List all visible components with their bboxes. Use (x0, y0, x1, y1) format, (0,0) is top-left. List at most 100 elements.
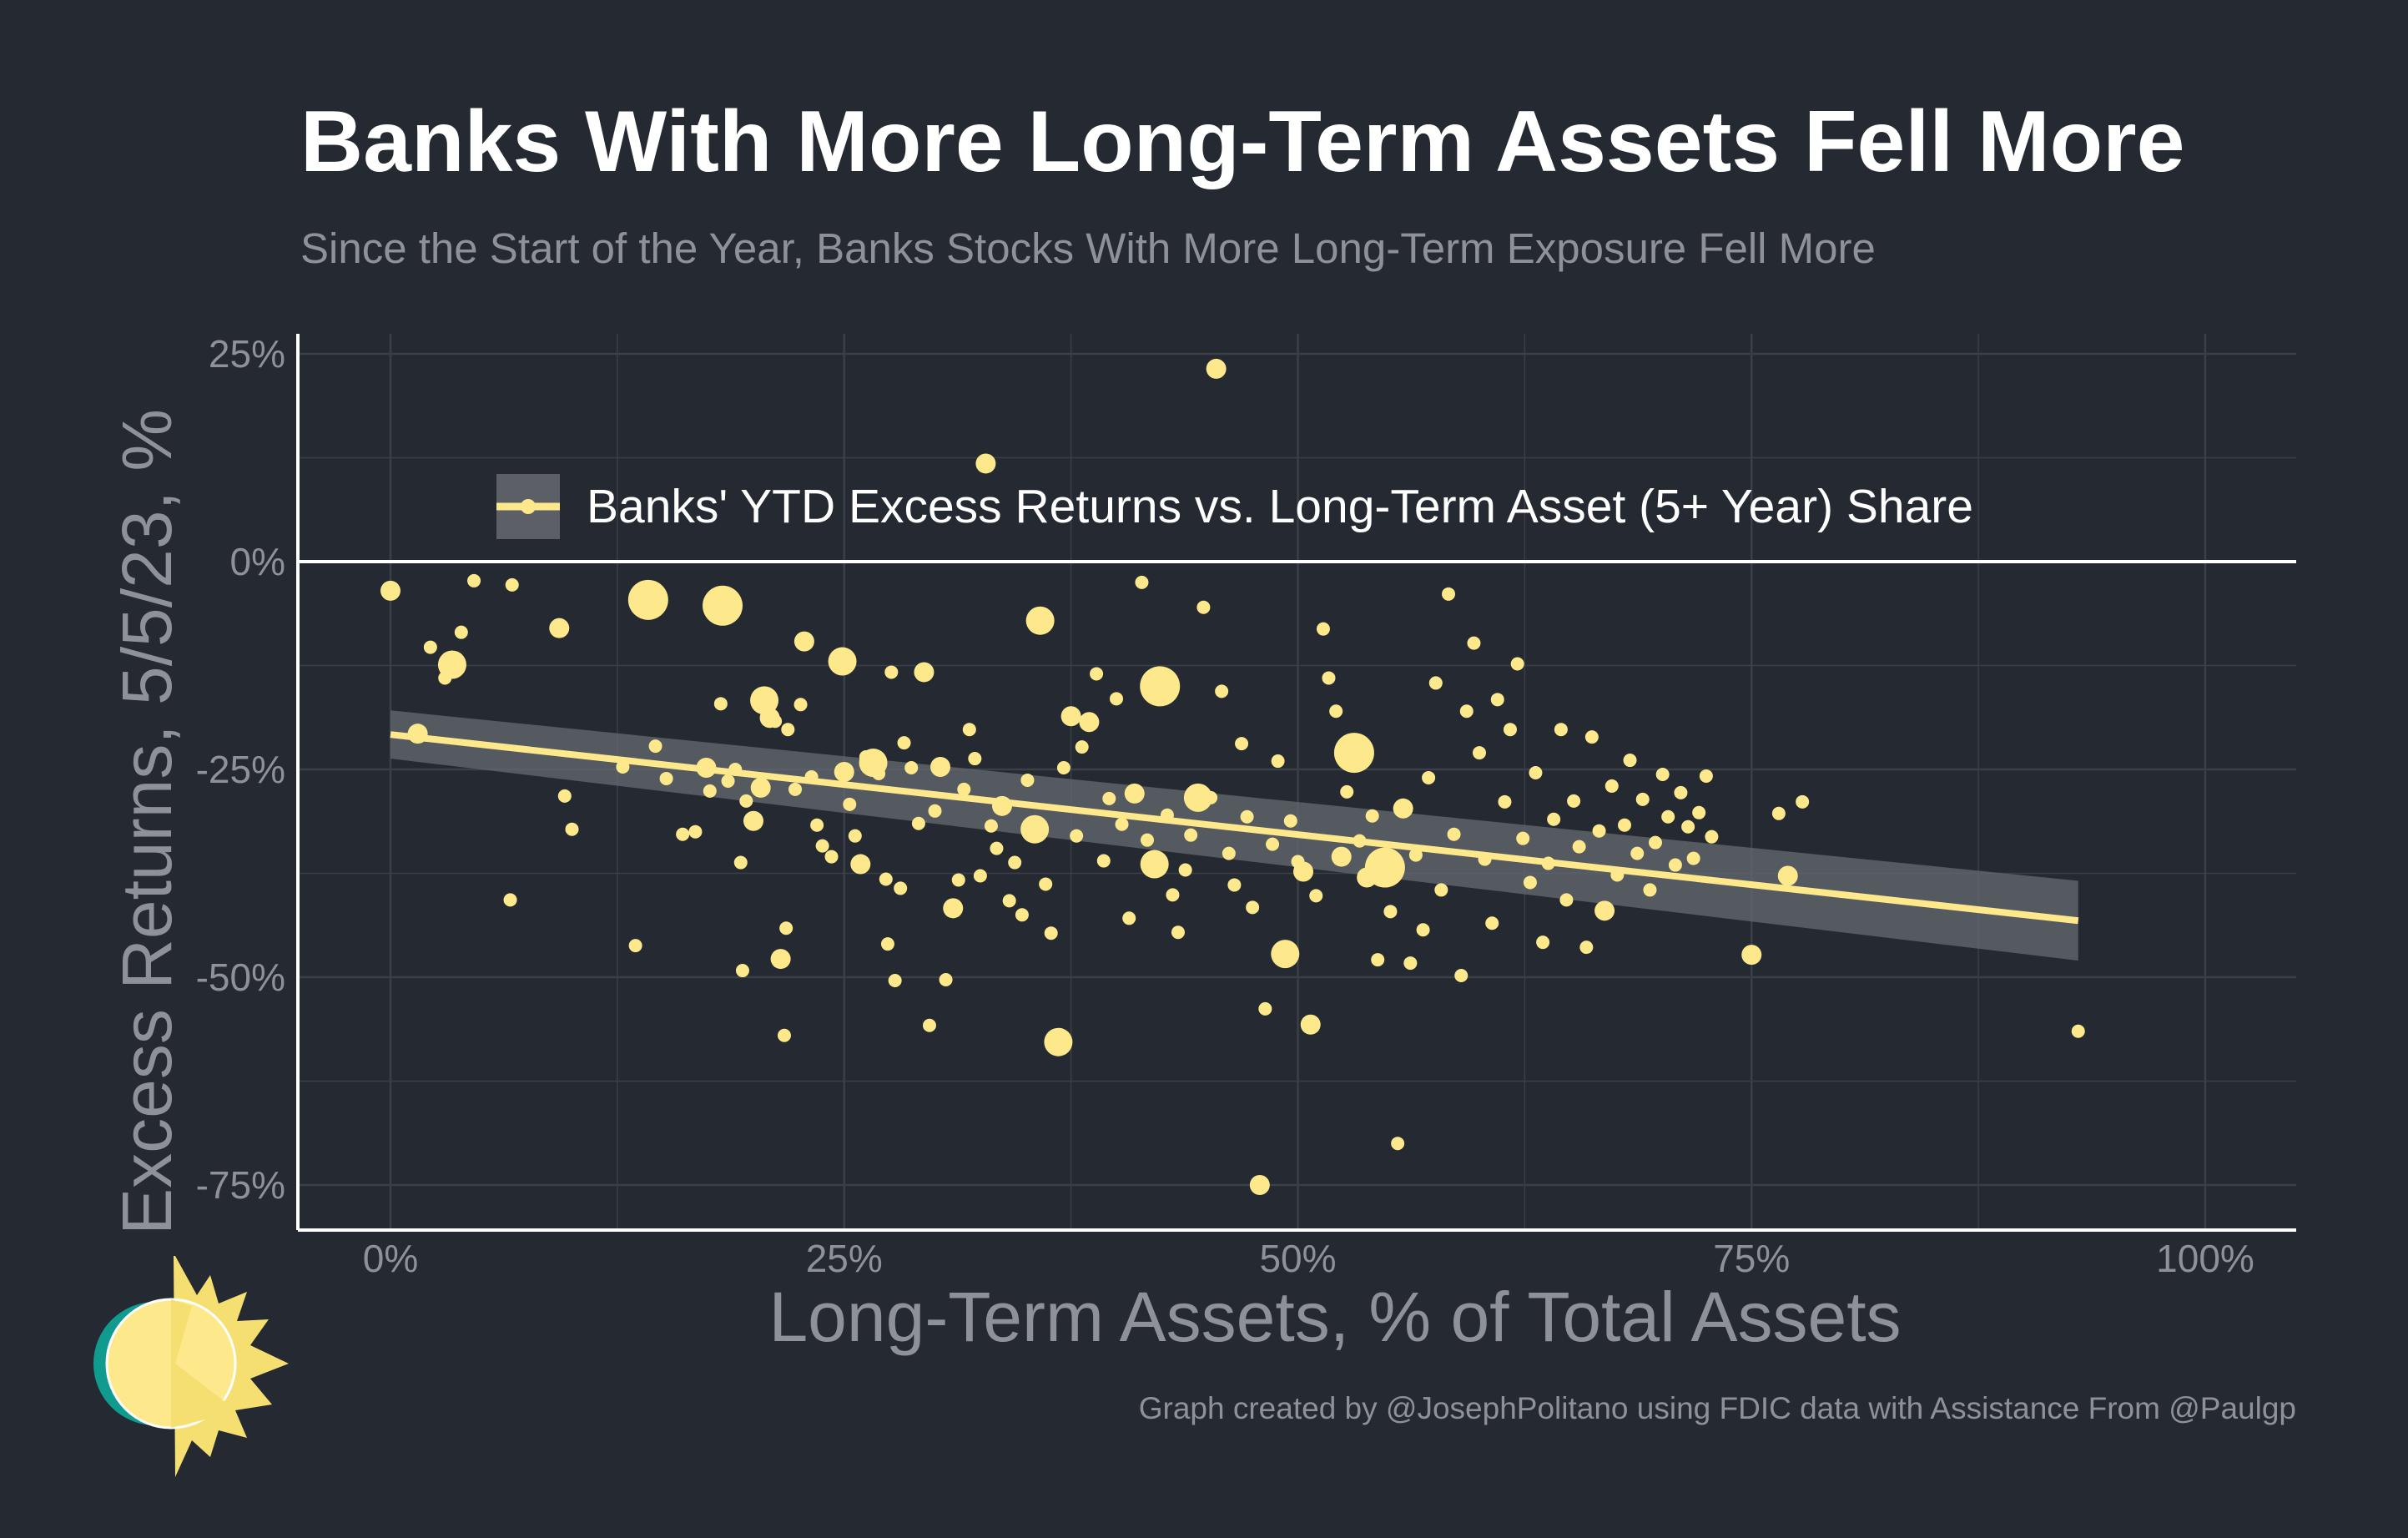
data-point (1271, 940, 1300, 969)
data-point (1300, 1014, 1321, 1035)
data-point (930, 757, 951, 778)
data-point (1567, 794, 1581, 808)
data-point (1333, 733, 1374, 774)
data-point (1674, 785, 1688, 799)
data-point (380, 580, 400, 601)
data-point (904, 761, 919, 775)
plot-area (296, 334, 2296, 1232)
data-point (1235, 737, 1249, 751)
data-point (1393, 798, 1413, 819)
data-point (549, 618, 570, 638)
data-point (676, 827, 690, 841)
x-axis-ticks: 0% 25% 50% 75% 100% (363, 1237, 2254, 1280)
data-point (688, 824, 703, 839)
data-point (888, 973, 902, 987)
data-point (1554, 723, 1568, 737)
data-point (1454, 969, 1468, 983)
data-point (721, 774, 735, 788)
data-point (648, 739, 662, 754)
data-point (1122, 911, 1136, 925)
data-point (733, 855, 748, 870)
data-point (911, 816, 925, 830)
data-point (1020, 773, 1035, 787)
data-point (914, 662, 934, 683)
data-point (843, 797, 857, 811)
data-point (1498, 794, 1512, 809)
data-point (1140, 833, 1154, 847)
data-point (1215, 684, 1229, 698)
data-point (1635, 792, 1650, 806)
data-point (1222, 846, 1236, 860)
data-point (1630, 846, 1645, 860)
data-point (1196, 600, 1211, 614)
data-point (1249, 1175, 1270, 1195)
data-point (848, 829, 862, 843)
data-point (939, 972, 953, 986)
y-tick-label: -50% (196, 956, 285, 999)
data-point (850, 854, 871, 875)
data-point (1661, 809, 1675, 824)
data-point (1020, 814, 1050, 844)
data-point (897, 736, 911, 750)
data-point (1796, 794, 1810, 809)
legend-label: Banks' YTD Excess Returns vs. Long-Term … (587, 480, 1973, 533)
data-point (1340, 784, 1354, 799)
data-point (437, 650, 466, 679)
data-point (894, 881, 908, 895)
data-point (750, 777, 771, 798)
data-point (1523, 875, 1537, 890)
data-point (779, 921, 793, 935)
data-point (1329, 704, 1343, 719)
data-point (454, 625, 468, 639)
data-point (1416, 923, 1430, 937)
data-point (1183, 783, 1212, 812)
data-point (467, 573, 481, 587)
data-point (793, 631, 814, 652)
data-point (768, 714, 783, 729)
data-point (781, 723, 795, 737)
data-point (1686, 851, 1700, 865)
data-point (1075, 740, 1089, 754)
data-point (968, 752, 982, 766)
x-tick-label: 100% (2156, 1237, 2254, 1280)
data-point (1015, 908, 1029, 922)
data-point (975, 453, 996, 474)
data-point (557, 789, 572, 803)
data-point (1547, 812, 1561, 826)
data-point (1140, 850, 1169, 879)
data-point (1536, 935, 1550, 950)
data-point (880, 937, 894, 951)
data-point (1124, 783, 1145, 804)
data-point (951, 873, 965, 887)
caption: Graph created by @JosephPolitano using F… (1139, 1391, 2296, 1425)
data-point (1204, 790, 1218, 804)
data-point (1467, 636, 1481, 650)
legend-key-point (521, 499, 536, 514)
data-point (703, 784, 717, 798)
data-point (1559, 893, 1574, 907)
data-point (1584, 730, 1599, 744)
data-point (1309, 889, 1323, 903)
y-axis-ticks: 25% 0% -25% -50% -75% (196, 332, 285, 1207)
data-point (1408, 848, 1423, 862)
data-point (1008, 855, 1022, 870)
scatter-points (380, 358, 2085, 1195)
data-point (1044, 1027, 1073, 1056)
data-point (2071, 1024, 2085, 1038)
data-point (943, 898, 964, 919)
data-point (1592, 824, 1606, 838)
trend-line (390, 731, 2079, 925)
grid-major (298, 334, 2296, 1230)
y-tick-label: 0% (230, 540, 285, 583)
data-point (1473, 746, 1486, 760)
data-point (1618, 818, 1631, 832)
data-point (1115, 817, 1129, 831)
chart-title: Banks With More Long-Term Assets Fell Mo… (300, 93, 2185, 190)
data-point (659, 771, 673, 785)
data-point (1102, 791, 1116, 805)
data-point (1442, 587, 1456, 601)
data-point (1668, 858, 1682, 872)
data-point (824, 850, 839, 864)
data-point (1503, 723, 1517, 737)
